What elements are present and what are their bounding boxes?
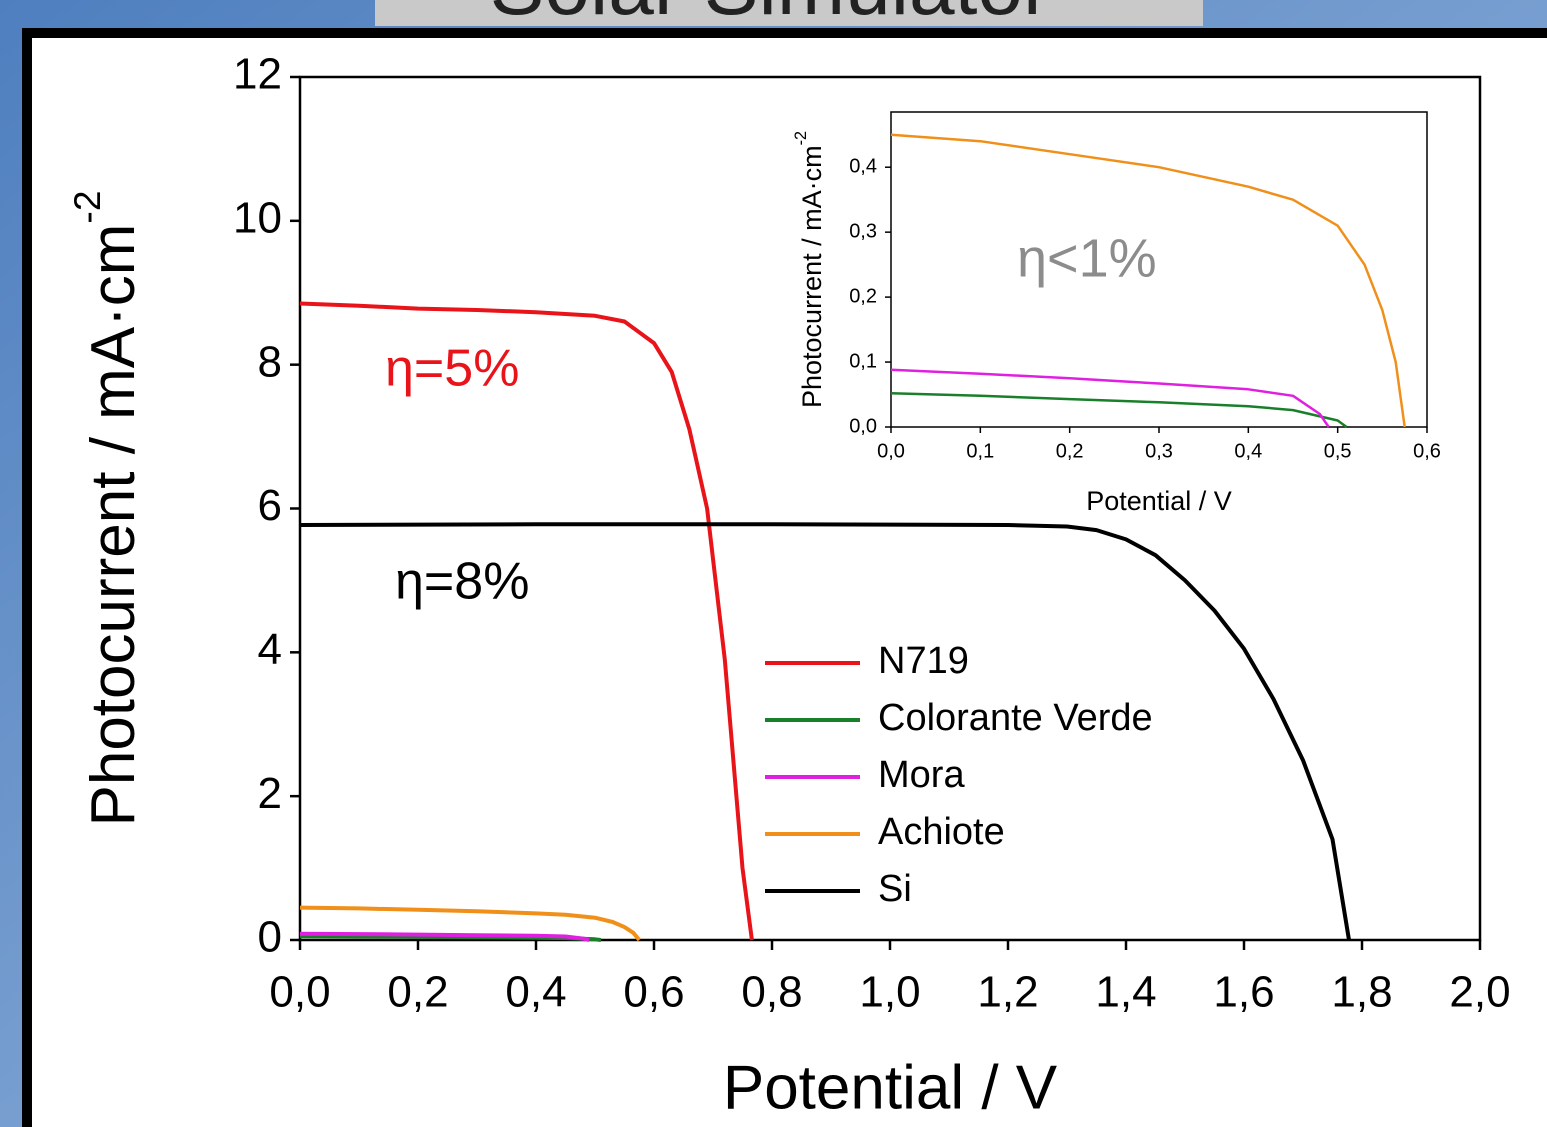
x-tick-label: 2,0 <box>1449 968 1510 1017</box>
x-tick-label: 1,2 <box>977 968 1038 1017</box>
y-axis-label: Photocurrent / mA·cm-2 <box>66 190 148 826</box>
y-tick-label: 0 <box>258 913 282 962</box>
x-tick-label: 0,8 <box>741 968 802 1017</box>
y-tick-label: 12 <box>233 50 282 99</box>
x-tick-label: 0,0 <box>269 968 330 1017</box>
x-tick-label: 1,0 <box>859 968 920 1017</box>
x-tick-label: 0,0 <box>877 440 905 462</box>
x-tick-label: 0,1 <box>966 440 994 462</box>
y-tick-label: 0,4 <box>849 155 877 177</box>
legend-label: Mora <box>878 754 965 796</box>
chart-panel <box>22 28 1547 1127</box>
title-box <box>375 0 1203 26</box>
series-line <box>299 905 641 942</box>
x-tick-label: 1,6 <box>1213 968 1274 1017</box>
y-tick-label: 0,3 <box>849 220 877 242</box>
y-tick-label: 0,1 <box>849 350 877 372</box>
series-line <box>299 301 754 941</box>
y-tick-label: 0,0 <box>849 415 877 437</box>
slide-title: Solar Simulator <box>490 0 1051 32</box>
x-tick-label: 0,4 <box>505 968 566 1017</box>
x-tick-label: 1,8 <box>1331 968 1392 1017</box>
x-tick-label: 1,4 <box>1095 968 1156 1017</box>
series-line <box>890 368 1330 428</box>
y-tick-label: 2 <box>258 769 282 818</box>
series-line <box>299 522 1351 941</box>
x-tick-label: 0,2 <box>1056 440 1084 462</box>
y-axis-label-sup: -2 <box>792 131 810 145</box>
y-tick-label: 4 <box>258 625 282 674</box>
annotation: η=5% <box>385 340 519 398</box>
x-tick-label: 0,4 <box>1234 440 1262 462</box>
x-tick-label: 0,5 <box>1324 440 1352 462</box>
y-axis-label: Photocurrent / mA·cm-2 <box>792 131 827 408</box>
y-tick-label: 0,2 <box>849 285 877 307</box>
x-tick-label: 0,6 <box>623 968 684 1017</box>
x-axis-label: Potential / V <box>723 1053 1058 1122</box>
series-line <box>890 133 1406 428</box>
legend-label: N719 <box>878 640 969 682</box>
y-tick-label: 10 <box>233 193 282 242</box>
y-axis-label-text: Photocurrent / mA·cm <box>797 145 827 408</box>
x-tick-label: 0,3 <box>1145 440 1173 462</box>
y-tick-label: 6 <box>258 481 282 530</box>
y-axis-label-sup: -2 <box>66 190 108 223</box>
y-axis-label-text: Photocurrent / mA·cm <box>79 224 148 827</box>
x-tick-label: 0,6 <box>1413 440 1441 462</box>
x-axis-label: Potential / V <box>1086 486 1232 516</box>
legend-label: Achiote <box>878 811 1005 853</box>
legend-label: Si <box>878 868 912 910</box>
series-line <box>890 391 1348 429</box>
series-line <box>299 931 590 942</box>
annotation: η=8% <box>395 553 529 611</box>
y-tick-label: 8 <box>258 337 282 386</box>
annotation: η<1% <box>1017 228 1157 288</box>
legend-label: Colorante Verde <box>878 697 1153 739</box>
x-tick-label: 0,2 <box>387 968 448 1017</box>
